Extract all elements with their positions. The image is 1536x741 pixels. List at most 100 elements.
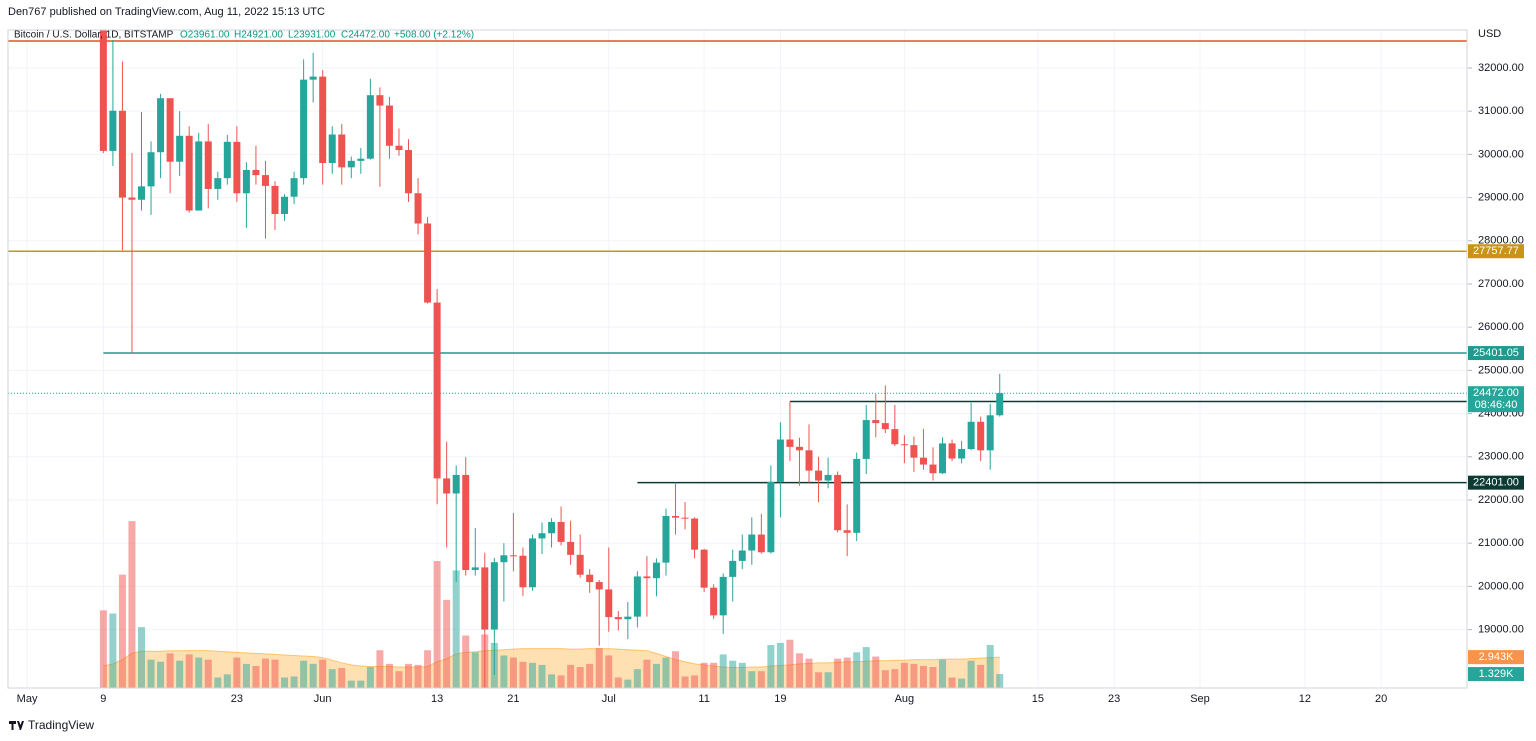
volume-bar <box>605 655 613 688</box>
y-tick-label: 32000.00 <box>1478 62 1524 74</box>
candle-body <box>586 574 594 583</box>
candle-body <box>614 617 622 620</box>
volume-label-bg <box>1468 650 1524 665</box>
volume-bar <box>795 653 803 688</box>
volume-bar <box>776 642 784 688</box>
volume-bar <box>395 671 403 688</box>
volume-bar <box>385 663 393 688</box>
x-tick-label: 19 <box>774 693 786 705</box>
volume-bar <box>633 669 641 688</box>
candle-body <box>824 474 832 481</box>
candle-body <box>166 98 174 162</box>
volume-bar <box>662 657 670 688</box>
volume-bar <box>891 669 899 688</box>
volume-pane <box>99 521 1004 688</box>
volume-bar <box>99 610 107 688</box>
volume-bar <box>872 656 880 688</box>
candle-body <box>376 95 384 106</box>
y-tick-label: 21000.00 <box>1478 537 1524 549</box>
volume-bar <box>815 672 823 688</box>
volume-bar <box>471 652 479 688</box>
x-tick-label: Sep <box>1190 693 1210 705</box>
candle-body <box>185 135 193 211</box>
x-tick-label: 23 <box>231 693 243 705</box>
candle-body <box>795 446 803 451</box>
candle-body <box>910 445 918 458</box>
volume-bar <box>433 561 441 688</box>
volume-bar <box>414 664 422 688</box>
volume-bar <box>881 670 889 688</box>
candle-body <box>519 555 527 588</box>
volume-bar <box>900 662 908 688</box>
volume-bar <box>366 667 374 688</box>
volume-bar <box>118 574 126 688</box>
volume-bar <box>528 662 536 688</box>
volume-bar <box>300 660 308 688</box>
candle-body <box>891 429 899 445</box>
candle-body <box>958 449 966 459</box>
candle-body <box>300 79 308 179</box>
candle-body <box>757 534 765 553</box>
time-axis: May 9 23 Jun 13 21 Jul 11 19 Aug 15 23 Sep 12 20 <box>8 687 1467 705</box>
y-tick-label: 31000.00 <box>1478 105 1524 117</box>
legend-open: O23961.00 <box>180 30 230 41</box>
candle-body <box>977 421 985 451</box>
volume-bar <box>767 644 775 688</box>
volume-bar <box>939 659 947 688</box>
volume-bar <box>443 599 451 688</box>
volume-bar <box>729 660 737 688</box>
last-price-label: 24472.00 <box>1473 387 1519 399</box>
x-tick-label: 9 <box>100 693 106 705</box>
volume-bar <box>185 654 193 688</box>
y-tick-label: 22000.00 <box>1478 494 1524 506</box>
candle-body <box>939 443 947 474</box>
candle-body <box>538 533 546 539</box>
candle-body <box>624 616 632 620</box>
y-tick-label: 20000.00 <box>1478 580 1524 592</box>
volume-bar <box>643 659 651 688</box>
candle-body <box>862 420 870 459</box>
volume-bar <box>672 651 680 688</box>
legend-low: L23931.00 <box>288 30 336 41</box>
candle-body <box>948 443 956 459</box>
candle-body <box>385 105 393 146</box>
candle-body <box>338 134 346 168</box>
countdown: 08:46:40 <box>1475 399 1518 411</box>
volume-bar <box>138 627 146 688</box>
candle-body <box>710 587 718 616</box>
candle-body <box>138 186 146 200</box>
candle-body <box>996 393 1004 416</box>
candle-body <box>395 145 403 151</box>
candle-body <box>652 562 660 579</box>
candle-body <box>748 534 756 551</box>
volume-bar <box>509 657 517 688</box>
y-tick-label: 19000.00 <box>1478 623 1524 635</box>
volume-bar <box>500 655 508 688</box>
candle-body <box>233 141 241 194</box>
x-tick-label: Jul <box>602 693 616 705</box>
candle-body <box>700 549 708 588</box>
legend: Bitcoin / U.S. Dollar, 1D, BITSTAMP O239… <box>14 30 474 41</box>
volume-bar <box>710 662 718 688</box>
volume-bar <box>576 667 584 688</box>
candle-body <box>424 223 432 303</box>
candle-body <box>252 169 260 176</box>
candle-body <box>490 562 498 630</box>
volume-bar <box>176 660 184 688</box>
volume-label: 1.329K <box>1479 668 1515 680</box>
candle-body <box>99 30 107 151</box>
volume-label: 2.943K <box>1479 651 1515 663</box>
candle-body <box>900 444 908 446</box>
level-label-bg <box>1468 244 1524 259</box>
candle-body <box>261 175 269 186</box>
candle-body <box>176 135 184 162</box>
legend-high: H24921.00 <box>234 30 283 41</box>
volume-bar <box>319 659 327 688</box>
candle-body <box>147 152 155 187</box>
candle-body <box>691 518 699 550</box>
volume-bar <box>233 657 241 688</box>
candle-body <box>929 464 937 474</box>
volume-bar <box>223 674 231 688</box>
volume-bar <box>853 652 861 688</box>
volume-bar <box>290 676 298 688</box>
